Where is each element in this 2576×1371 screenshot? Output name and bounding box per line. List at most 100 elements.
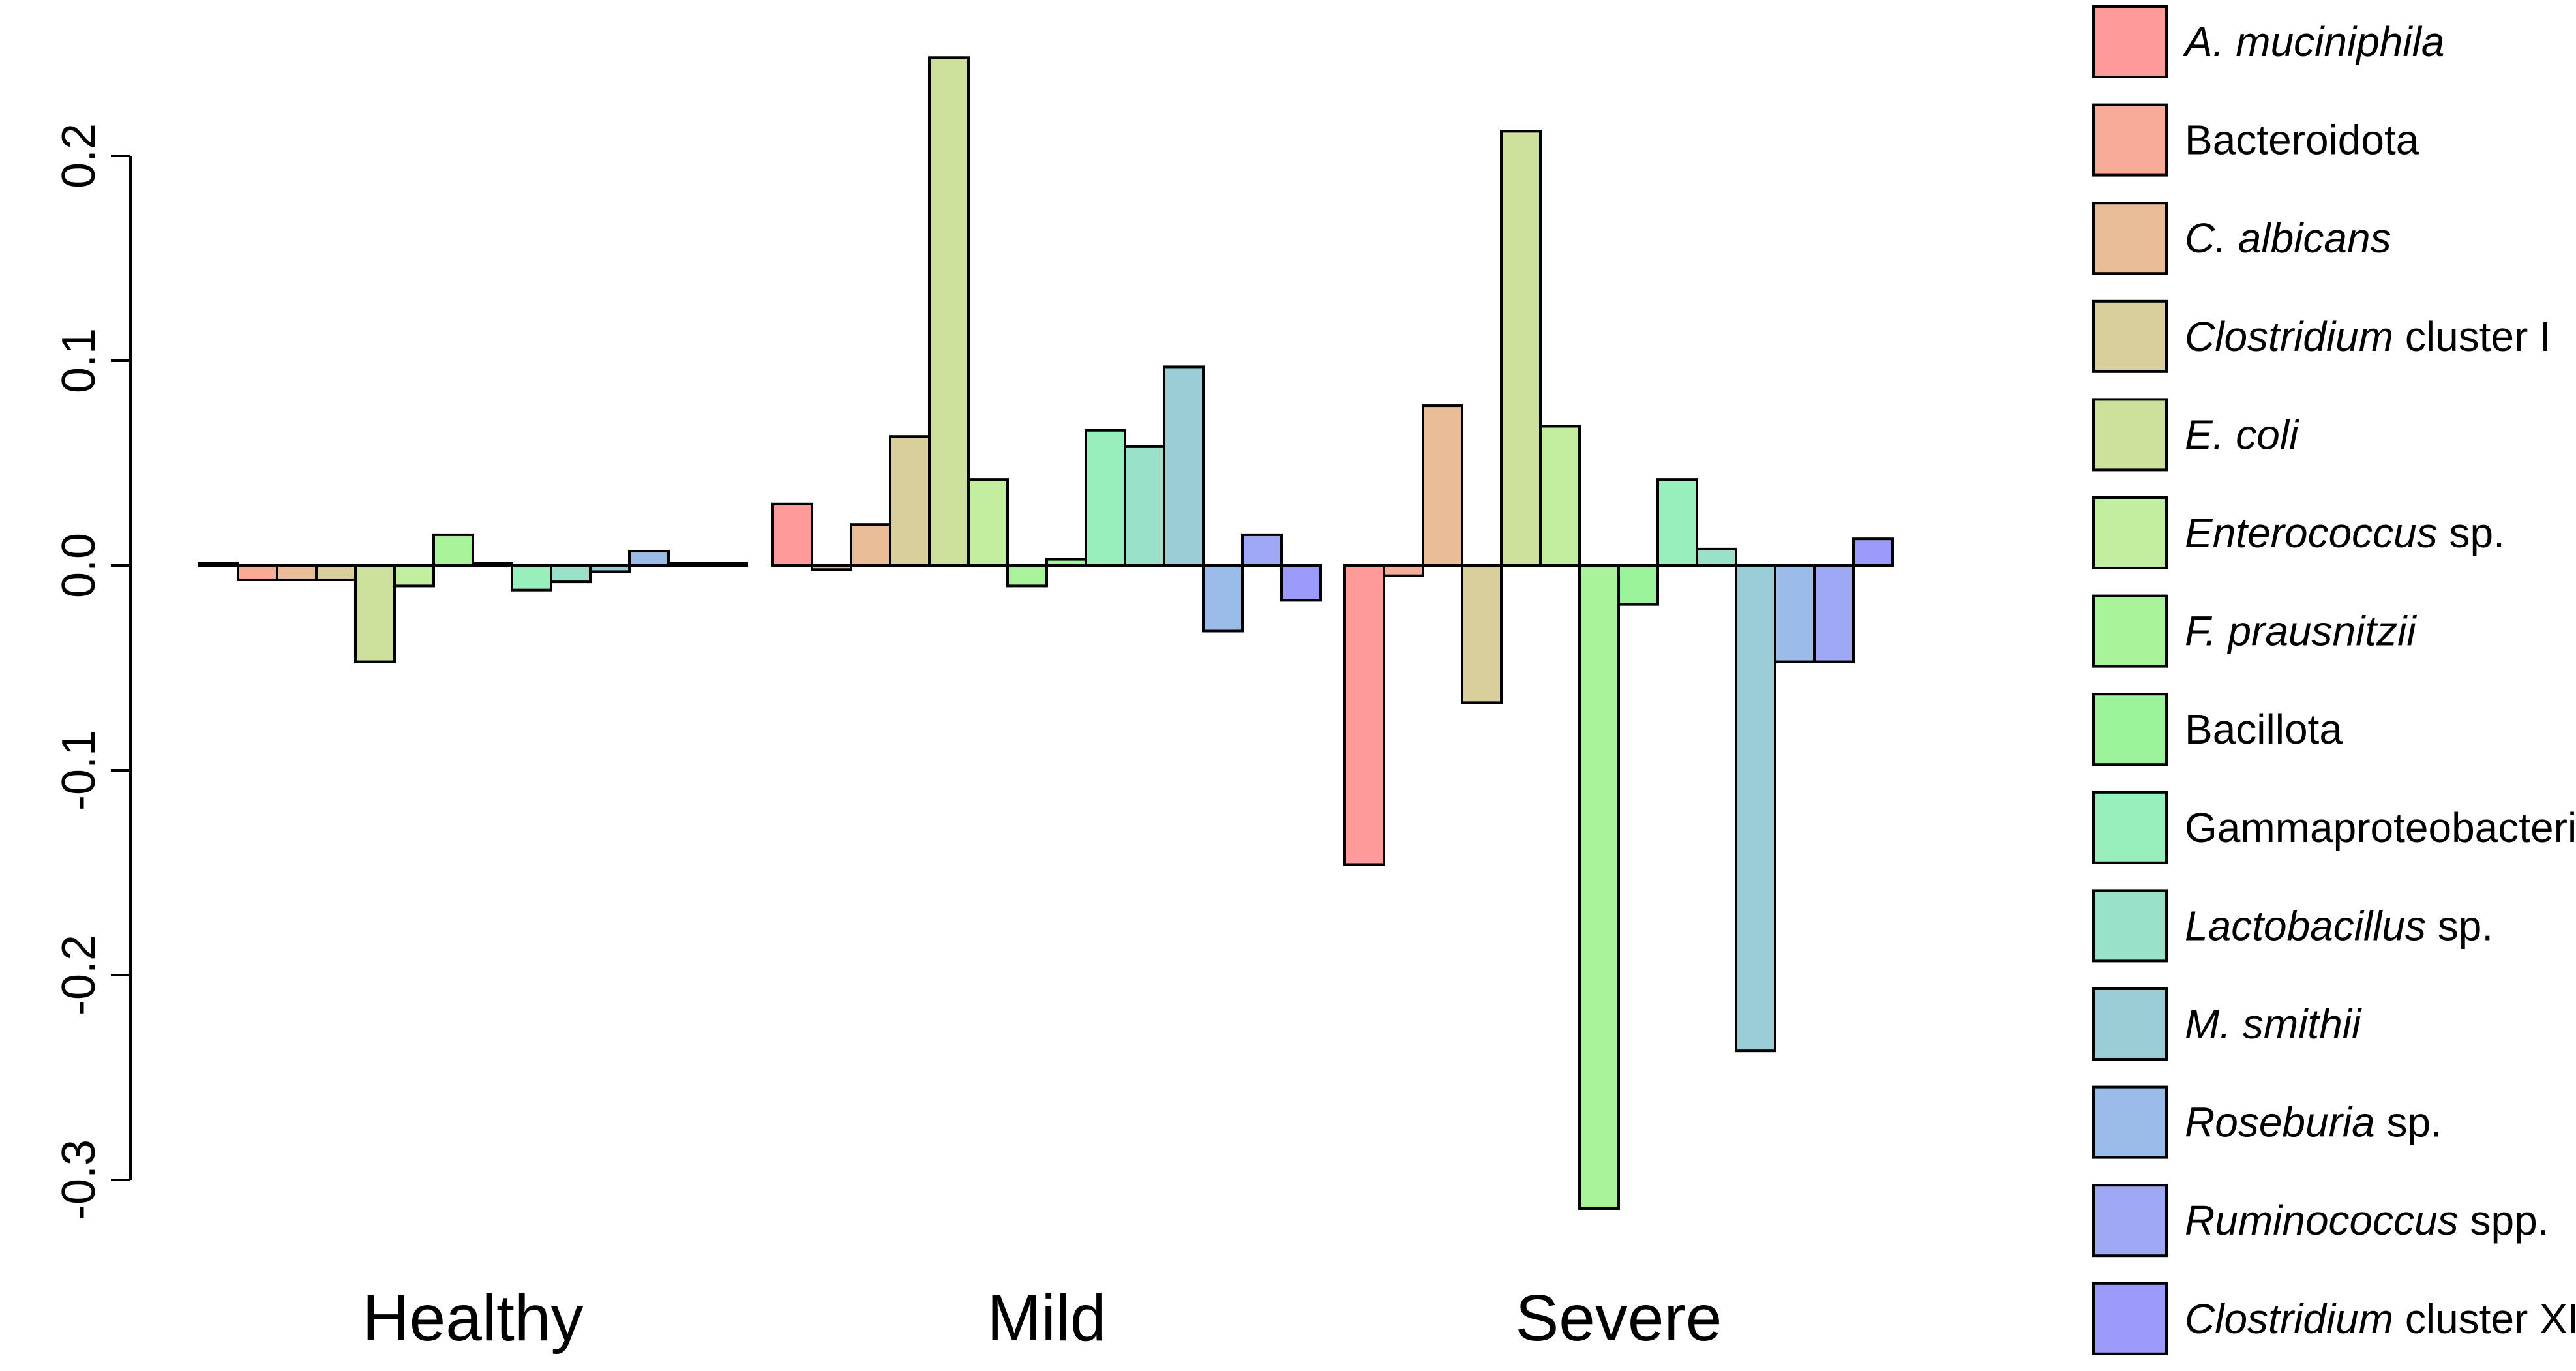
- bar: [1774, 564, 1816, 663]
- bar: [315, 564, 357, 581]
- category-label: Healthy: [362, 1282, 583, 1355]
- legend-item: M. smithii: [2092, 987, 2362, 1061]
- bar: [928, 56, 970, 567]
- legend-swatch: [2092, 1282, 2168, 1355]
- y-tick-label: -0.2: [53, 935, 105, 1016]
- bar: [276, 564, 318, 581]
- legend: A. muciniphila Bacteroidota C. albicans Clo…: [2092, 5, 2576, 1355]
- legend-label-italic: A. muciniphila: [2182, 18, 2444, 65]
- bar: [1202, 564, 1244, 633]
- legend-label: F. prausnitzii: [2185, 608, 2417, 655]
- legend-label: Roseburia sp.: [2185, 1099, 2442, 1146]
- bar: [1617, 564, 1659, 606]
- legend-swatch: [2092, 398, 2168, 472]
- bar: [1539, 425, 1581, 567]
- bar: [1461, 564, 1503, 704]
- y-tick-label: 0.0: [53, 533, 105, 598]
- legend-label-italic: F. prausnitzii: [2185, 608, 2417, 655]
- legend-swatch: [2092, 1085, 2168, 1159]
- legend-label-italic: Enterococcus: [2185, 509, 2438, 556]
- bar: [472, 562, 513, 567]
- bar: [1735, 564, 1776, 1053]
- bar: [1124, 445, 1165, 567]
- legend-label-italic: Clostridium: [2185, 1295, 2393, 1342]
- bar: [1241, 533, 1283, 567]
- legend-label: E. coli: [2185, 411, 2299, 458]
- bar: [198, 562, 239, 567]
- bar-group-severe: [1343, 130, 1894, 1210]
- legend-item: Enterococcus sp.: [2092, 496, 2505, 569]
- legend-item: Lactobacillus sp.: [2092, 889, 2493, 963]
- legend-item: Roseburia sp.: [2092, 1085, 2442, 1159]
- bar: [811, 564, 852, 571]
- legend-label-plain: cluster I: [2393, 313, 2551, 360]
- bar: [1852, 537, 1894, 567]
- y-tick-label: -0.3: [53, 1139, 105, 1220]
- legend-swatch: [2092, 202, 2168, 275]
- legend-swatch: [2092, 299, 2168, 373]
- legend-item: Ruminococcus spp.: [2092, 1184, 2549, 1258]
- category-label: Mild: [987, 1282, 1106, 1355]
- legend-item: F. prausnitzii: [2092, 594, 2417, 668]
- bar: [1813, 564, 1855, 663]
- legend-label-italic: Clostridium: [2185, 313, 2393, 360]
- bar: [1422, 404, 1463, 567]
- legend-label: Ruminococcus spp.: [2185, 1197, 2549, 1244]
- legend-item: Gammaproteobacteria: [2092, 791, 2576, 864]
- legend-swatch: [2092, 889, 2168, 963]
- bar: [432, 533, 474, 567]
- legend-label-plain: sp.: [2438, 509, 2505, 556]
- legend-label-plain: Bacteroidota: [2185, 117, 2419, 164]
- legend-swatch: [2092, 1184, 2168, 1258]
- bar-group-mild: [771, 56, 1322, 633]
- legend-label-plain: Bacillota: [2185, 706, 2343, 753]
- legend-label: Clostridium cluster I: [2185, 313, 2551, 360]
- legend-label: Lactobacillus sp.: [2185, 902, 2493, 949]
- legend-swatch: [2092, 103, 2168, 177]
- bar: [1696, 547, 1737, 567]
- legend-item: Bacteroidota: [2092, 103, 2419, 177]
- bar: [237, 564, 278, 581]
- bar: [850, 523, 891, 567]
- bar: [667, 562, 709, 567]
- legend-label: C. albicans: [2185, 215, 2391, 262]
- bar: [589, 564, 631, 573]
- legend-item: A. muciniphila: [2092, 5, 2444, 78]
- bar: [889, 435, 931, 567]
- bar: [1578, 564, 1620, 1210]
- legend-label: Gammaproteobacteria: [2185, 804, 2576, 851]
- legend-item: Clostridium cluster I: [2092, 299, 2551, 373]
- y-tick-label: 0.2: [53, 123, 105, 188]
- bar: [1163, 365, 1205, 567]
- bars: [198, 56, 1894, 1210]
- bar: [1343, 564, 1385, 866]
- legend-item: Clostridium cluster XIV: [2092, 1282, 2576, 1355]
- legend-item: Bacillota: [2092, 693, 2343, 766]
- bar: [706, 562, 748, 567]
- legend-label-plain: sp.: [2375, 1099, 2442, 1146]
- legend-label: A. muciniphila: [2182, 18, 2444, 65]
- bar: [393, 564, 435, 588]
- legend-label-plain: spp.: [2459, 1197, 2549, 1244]
- legend-label-plain: cluster XIV: [2393, 1295, 2576, 1342]
- bar-group-healthy: [198, 533, 748, 663]
- bar: [1006, 564, 1048, 588]
- legend-item: E. coli: [2092, 398, 2299, 472]
- y-axis: 0.2 0.1 0.0 -0.1 -0.2 -0.3: [53, 123, 132, 1220]
- bar: [771, 502, 813, 567]
- legend-label-italic: Roseburia: [2185, 1099, 2375, 1146]
- legend-swatch: [2092, 693, 2168, 766]
- bar: [1500, 130, 1542, 567]
- legend-label-plain: sp.: [2426, 902, 2493, 949]
- bar: [628, 550, 670, 567]
- legend-label-italic: E. coli: [2185, 411, 2299, 458]
- bar: [1280, 564, 1322, 602]
- bar: [967, 478, 1009, 567]
- legend-label-italic: Ruminococcus: [2185, 1197, 2459, 1244]
- legend-label-italic: M. smithii: [2185, 1001, 2362, 1047]
- bar: [1045, 558, 1087, 567]
- legend-label: Clostridium cluster XIV: [2185, 1295, 2576, 1342]
- legend-swatch: [2092, 5, 2168, 78]
